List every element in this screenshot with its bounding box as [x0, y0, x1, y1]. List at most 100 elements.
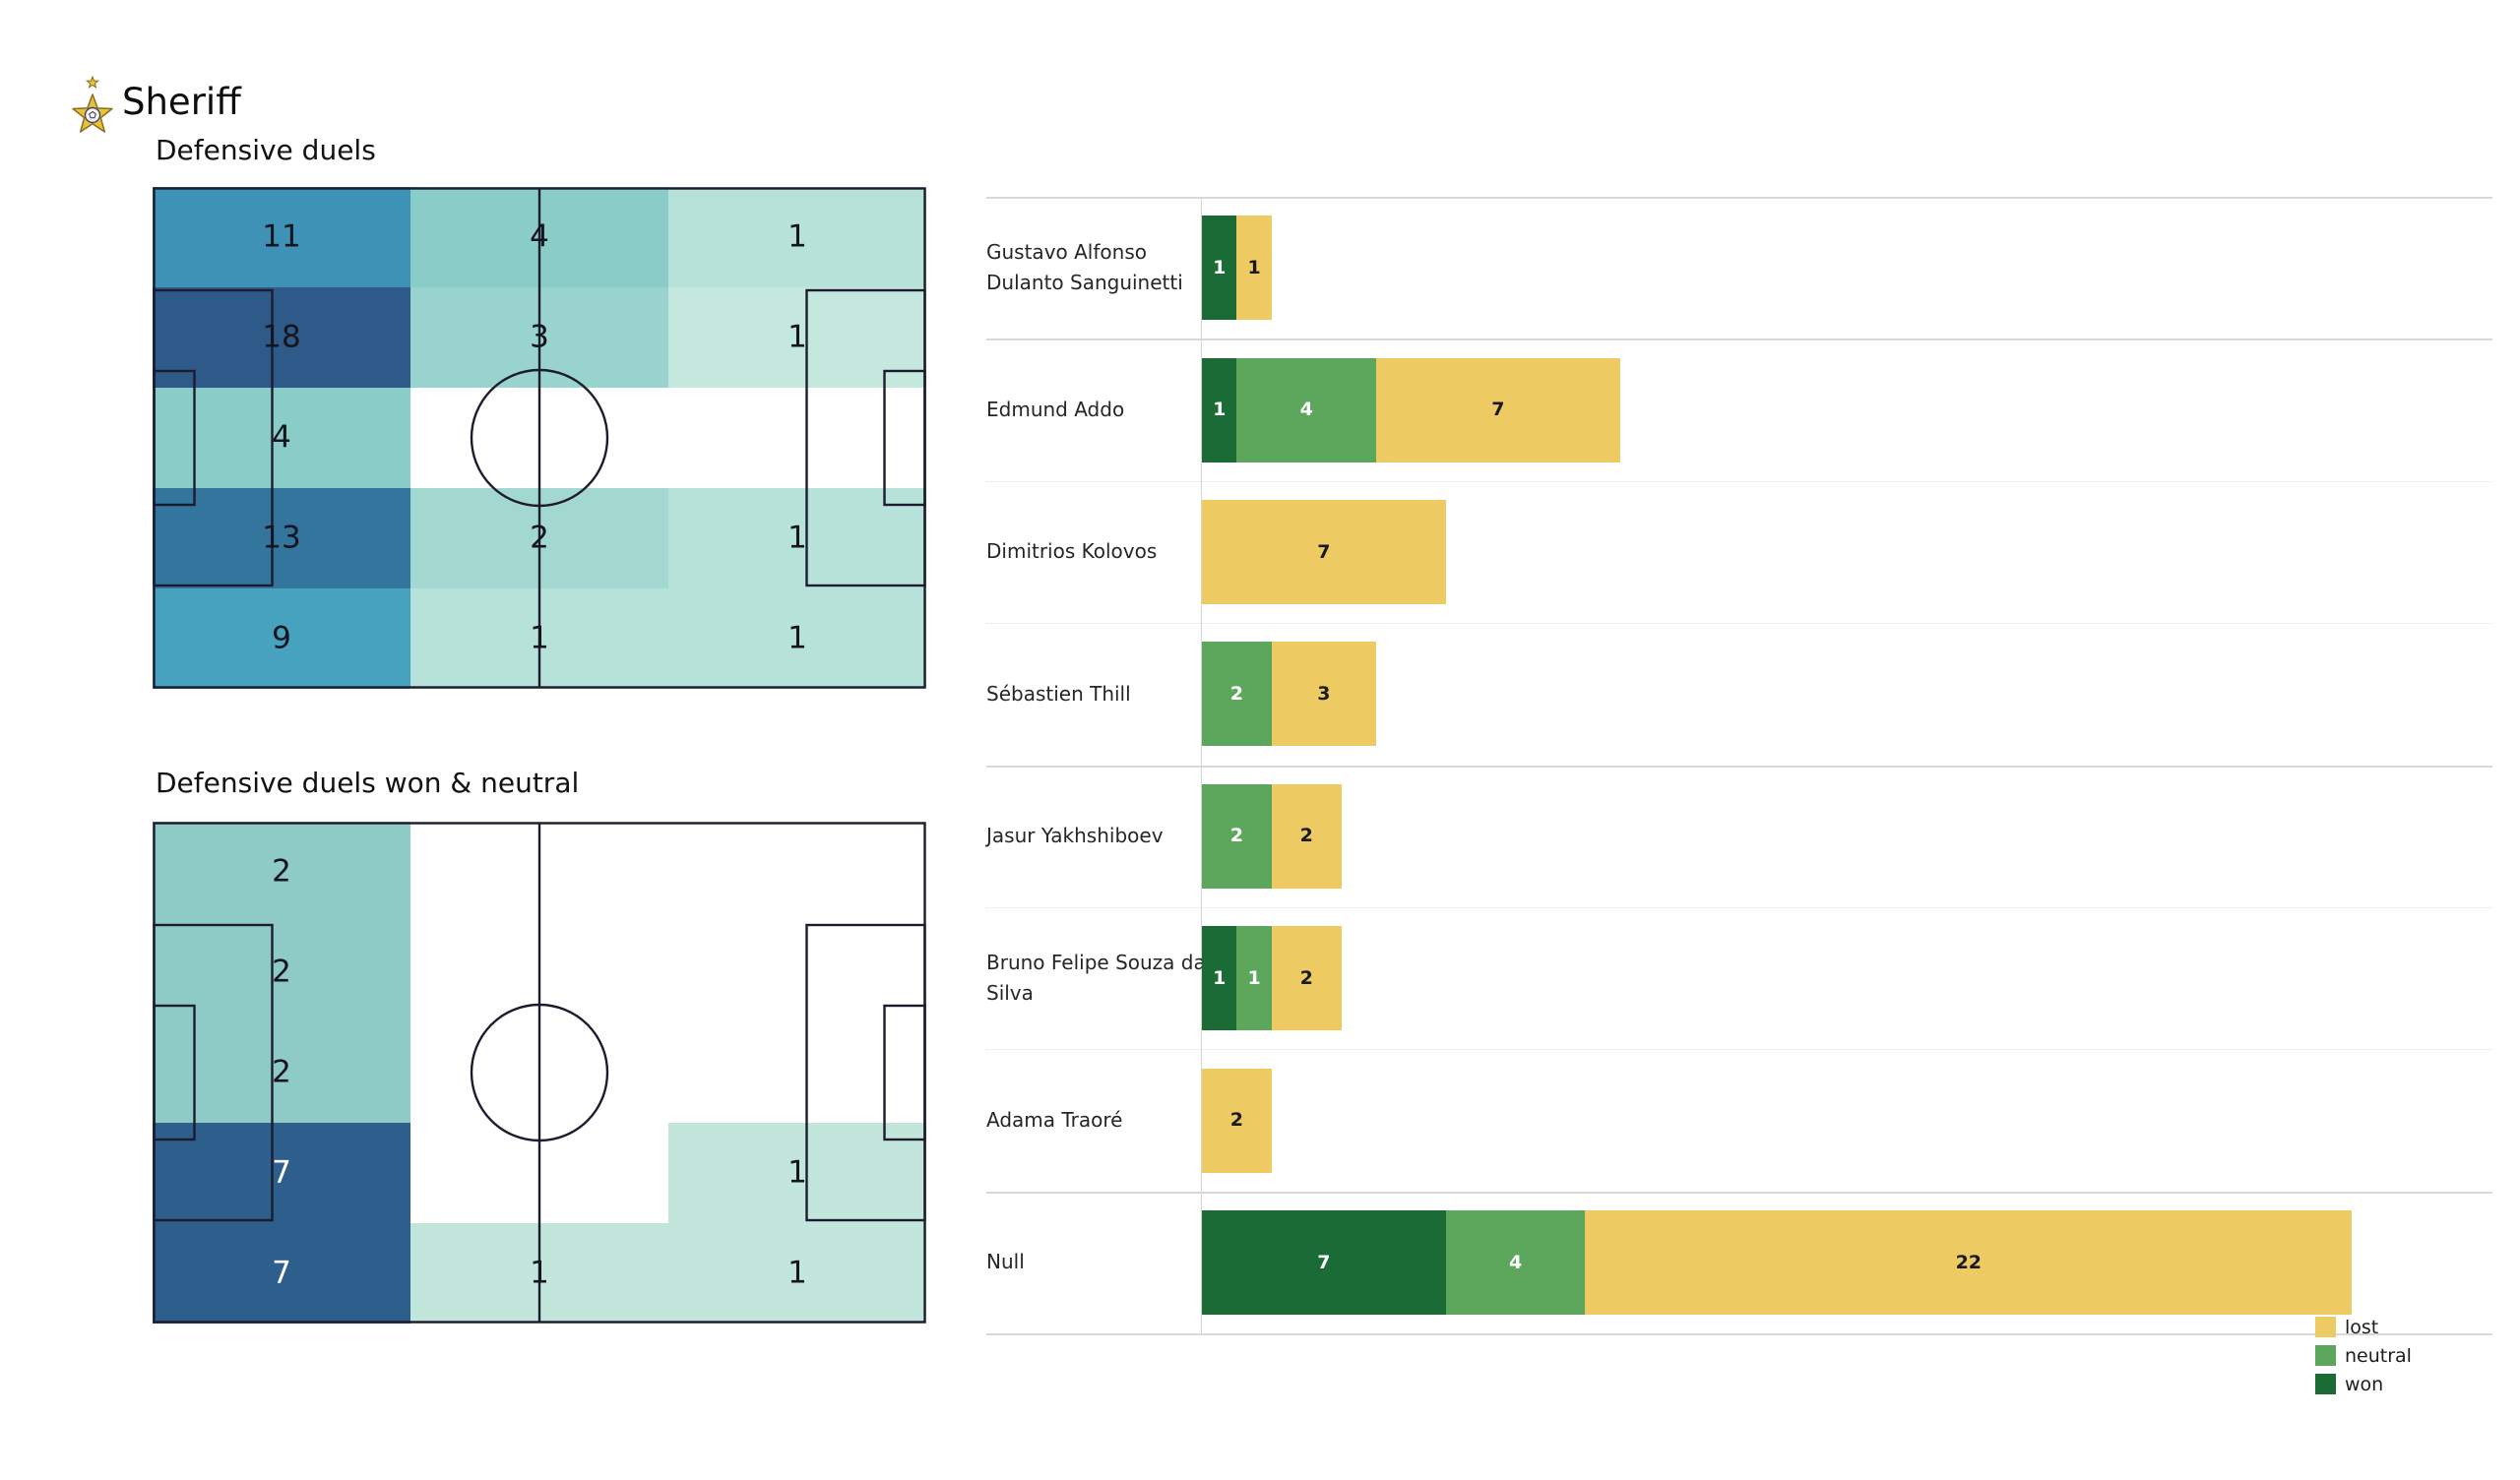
- heat-cell-value: 4: [272, 419, 291, 456]
- legend-label: lost: [2345, 1316, 2379, 1338]
- row-separator-line: [986, 907, 2492, 908]
- heat-cell-value: 1: [530, 620, 549, 656]
- heat-cell-value: 2: [272, 853, 291, 890]
- heat-cell-value: 4: [530, 218, 549, 255]
- sheriff-club-logo-icon: [72, 75, 113, 133]
- pitch-map-2-title: Defensive duels won & neutral: [156, 767, 580, 799]
- bar-segment-neutral: 2: [1202, 783, 1272, 889]
- pitch-markings-icon: [153, 187, 926, 689]
- stacked-bar: 1 4 7: [1202, 357, 1620, 462]
- heat-cell-value: 9: [272, 620, 291, 656]
- bar-segment-neutral: 1: [1236, 926, 1272, 1031]
- row-separator-line: [986, 1049, 2492, 1051]
- heat-cell-r4c2: [668, 1223, 926, 1324]
- won-swatch-icon: [2315, 1374, 2336, 1394]
- bar-segment-value: 2: [1229, 682, 1244, 705]
- bar-segment-value: 7: [1317, 540, 1331, 563]
- row-separator-line: [986, 480, 2492, 482]
- player-name: Edmund Addo: [986, 398, 1125, 422]
- player-name: Adama Traoré: [986, 1108, 1123, 1133]
- heat-cell-value: 1: [530, 1255, 549, 1291]
- lost-swatch-icon: [2315, 1317, 2336, 1337]
- heat-cell-value: 7: [272, 1255, 291, 1291]
- legend-item-lost: lost: [2315, 1313, 2412, 1341]
- heat-cell-r4c0: [153, 588, 410, 689]
- bar-segment-lost: 7: [1202, 500, 1446, 604]
- stacked-bar: 7 4 22: [1202, 1210, 2353, 1315]
- heat-cell-r4c2: [668, 588, 926, 689]
- chart-legend: lost neutral won: [2315, 1313, 2412, 1398]
- bar-segment-value: 2: [1229, 825, 1244, 847]
- heat-cell-r0c0: [153, 822, 410, 922]
- heat-cell-value: 18: [262, 319, 301, 355]
- bar-segment-value: 1: [1247, 256, 1261, 278]
- group-separator-line: [986, 339, 2492, 341]
- pitch-map-1-title: Defensive duels: [156, 134, 376, 166]
- group-separator-line: [986, 197, 2492, 199]
- heat-cell-r0c0: [153, 187, 410, 287]
- legend-label: won: [2345, 1373, 2384, 1395]
- bar-segment-value: 2: [1229, 1109, 1244, 1132]
- player-name: Jasur Yakhshiboev: [986, 824, 1164, 848]
- heat-cell-value: 11: [262, 218, 301, 255]
- pitch-markings-icon: [153, 822, 926, 1324]
- heat-cell-value: 3: [530, 319, 549, 355]
- heat-cell-value: 1: [788, 620, 807, 656]
- pitch-map-defensive-duels: 11 4 1 18 3 1 4 13 2 1 9 1 1: [153, 187, 926, 689]
- heat-cell-value: 1: [788, 520, 807, 556]
- bar-segment-neutral: 2: [1202, 642, 1272, 747]
- bar-segment-lost: 3: [1271, 642, 1376, 747]
- bar-segment-value: 4: [1508, 1251, 1523, 1273]
- player-name: Dimitrios Kolovos: [986, 539, 1158, 564]
- legend-item-won: won: [2315, 1370, 2412, 1398]
- group-separator-line: [986, 1333, 2492, 1336]
- bar-segment-neutral: 4: [1236, 357, 1376, 462]
- bar-segment-lost: 7: [1375, 357, 1620, 462]
- neutral-swatch-icon: [2315, 1345, 2336, 1366]
- bar-segment-value: 2: [1299, 966, 1313, 989]
- bar-segment-lost: 1: [1236, 216, 1272, 321]
- group-separator-line: [986, 765, 2492, 768]
- bar-segment-won: 1: [1202, 216, 1237, 321]
- heat-cell-value: 2: [530, 520, 549, 556]
- heat-cell-value: 7: [272, 1154, 291, 1191]
- heat-cell-value: 1: [788, 1154, 807, 1191]
- stacked-bar: 7: [1202, 500, 1446, 604]
- player-name: Gustavo Alfonso Dulanto Sanguinetti: [986, 240, 1183, 295]
- bar-segment-value: 3: [1317, 682, 1331, 705]
- heat-cell-r4c0: [153, 1223, 410, 1324]
- bar-segment-value: 2: [1299, 825, 1313, 847]
- bar-segment-won: 7: [1202, 1210, 1446, 1315]
- pitch-map-defensive-duels-won-neutral: 2 2 2 7 1 7 1 1: [153, 822, 926, 1324]
- legend-item-neutral: neutral: [2315, 1341, 2412, 1370]
- bar-segment-value: 1: [1213, 256, 1227, 278]
- bar-segment-lost: 2: [1202, 1068, 1272, 1173]
- bar-segment-neutral: 4: [1445, 1210, 1586, 1315]
- heat-cell-value: 13: [262, 520, 301, 556]
- team-name: Sheriff: [122, 81, 241, 123]
- bar-segment-value: 1: [1247, 966, 1261, 989]
- heat-cell-value: 2: [272, 954, 291, 990]
- player-name: Null: [986, 1250, 1025, 1274]
- bar-segment-value: 1: [1213, 399, 1227, 421]
- bar-segment-lost: 22: [1585, 1210, 2353, 1315]
- bar-segment-value: 22: [1955, 1251, 1983, 1273]
- bar-segment-won: 1: [1202, 926, 1237, 1031]
- bar-segment-won: 1: [1202, 357, 1237, 462]
- heat-cell-value: 1: [788, 218, 807, 255]
- bar-segment-value: 7: [1317, 1251, 1331, 1273]
- legend-label: neutral: [2345, 1344, 2412, 1367]
- bar-segment-value: 7: [1491, 399, 1505, 421]
- heat-cell-value: 1: [788, 1255, 807, 1291]
- heat-cell-value: 2: [272, 1054, 291, 1090]
- player-name: Bruno Felipe Souza da Silva: [986, 951, 1206, 1006]
- bar-segment-lost: 2: [1271, 783, 1342, 889]
- bar-segment-value: 1: [1213, 966, 1227, 989]
- row-separator-line: [986, 623, 2492, 625]
- player-name: Sébastien Thill: [986, 681, 1131, 706]
